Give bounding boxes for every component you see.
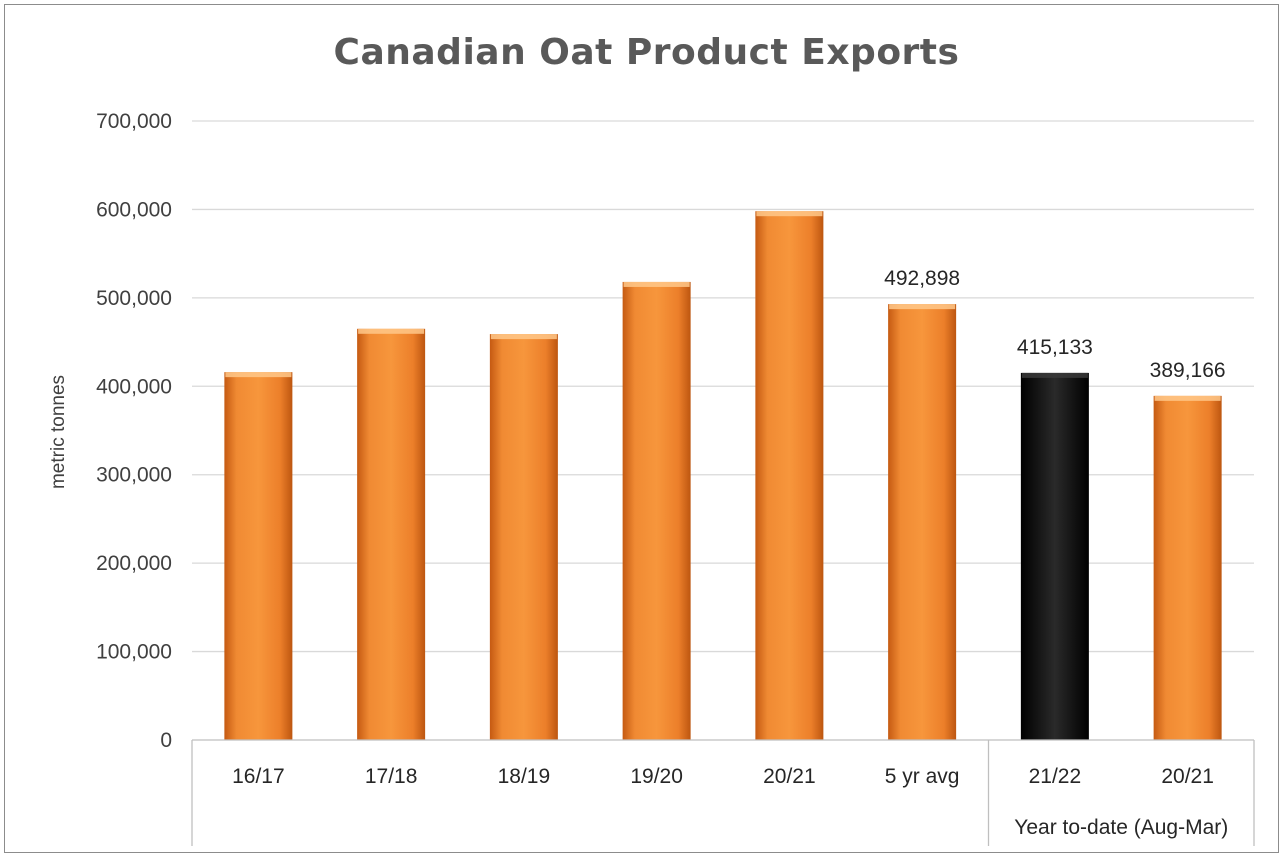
- y-axis-ticks: 0 100,000 200,000 300,000 400,000 500,000 600,…: [96, 110, 172, 752]
- y-tick-label: 100,000: [96, 641, 172, 664]
- bar-top-bevel: [1154, 395, 1221, 401]
- x-tick-label: 18/19: [498, 765, 551, 788]
- x-tick-label: 5 yr avg: [885, 765, 960, 788]
- bar-top-bevel: [225, 372, 292, 378]
- y-axis-label: metric tonnes: [48, 375, 69, 489]
- bar-top-bevel: [756, 211, 823, 217]
- y-tick-label: 200,000: [96, 552, 172, 575]
- bar: [357, 328, 426, 740]
- y-tick-label: 700,000: [96, 110, 172, 133]
- y-tick-label: 0: [160, 729, 172, 752]
- data-label: 415,133: [1017, 336, 1093, 359]
- x-tick-label: 17/18: [365, 765, 418, 788]
- bar: [489, 334, 558, 740]
- x-tick-label: 16/17: [232, 765, 285, 788]
- bar: [622, 281, 691, 740]
- group-label: Year to-date (Aug-Mar): [1014, 816, 1228, 839]
- bar: [224, 372, 293, 740]
- gridlines: [192, 120, 1254, 653]
- bar-top-bevel: [358, 328, 425, 334]
- bar: [1020, 372, 1089, 740]
- x-tick-label: 20/21: [1161, 765, 1214, 788]
- bars: 492,898 415,133 389,166: [224, 211, 1226, 740]
- y-tick-label: 400,000: [96, 375, 172, 398]
- x-tick-label: 20/21: [763, 765, 816, 788]
- x-tick-label: 19/20: [630, 765, 683, 788]
- y-tick-label: 300,000: [96, 464, 172, 487]
- bar: [888, 304, 957, 740]
- x-axis: 16/17 17/18 18/19 19/20 20/21 5 yr avg 21/22 20…: [191, 739, 1255, 846]
- bar-top-bevel: [1021, 372, 1088, 378]
- data-label: 389,166: [1150, 359, 1226, 382]
- bar-top-bevel: [490, 334, 557, 340]
- bar: [755, 211, 824, 740]
- chart-title: Canadian Oat Product Exports: [333, 32, 960, 73]
- bar-top-bevel: [889, 304, 956, 310]
- x-tick-label: 21/22: [1029, 765, 1082, 788]
- bar-top-bevel: [623, 281, 690, 287]
- data-label: 492,898: [884, 267, 960, 290]
- bar: [1153, 395, 1222, 740]
- y-tick-label: 600,000: [96, 198, 172, 221]
- y-tick-label: 500,000: [96, 287, 172, 310]
